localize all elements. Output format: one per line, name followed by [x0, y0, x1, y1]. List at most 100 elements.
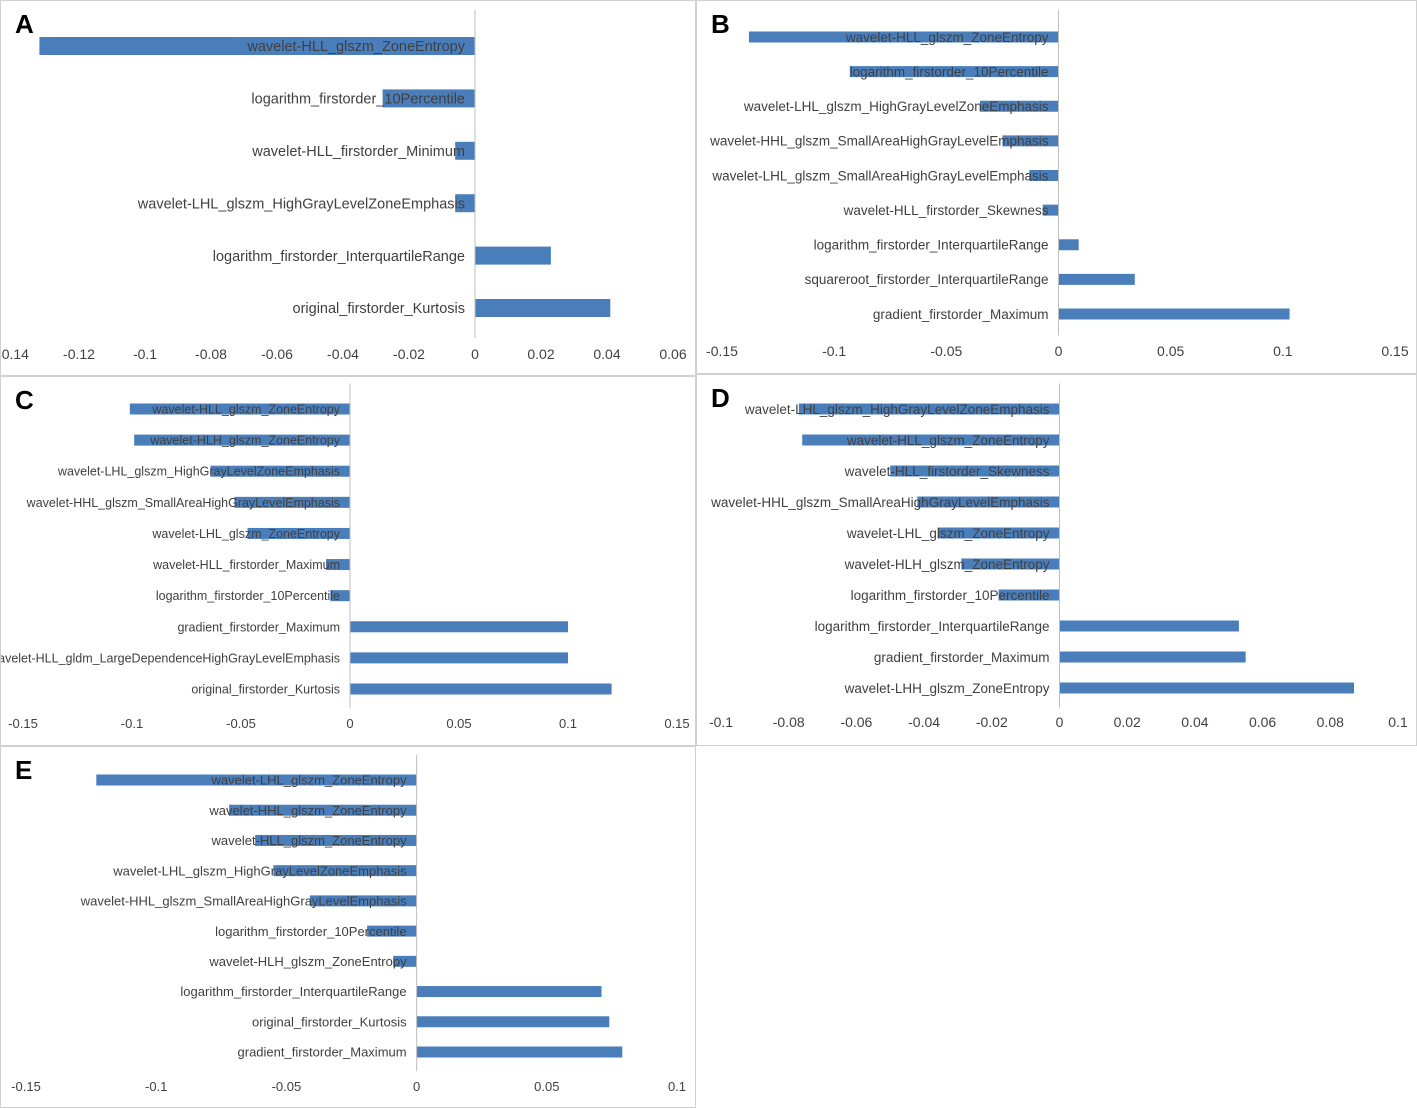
chart-b-bar-wavelet-lhl-glszm-smallareahighgraylevelemphasis	[1029, 170, 1059, 181]
chart-d-bar-wavelet-hhl-glszm-smallareahighgraylevelemphasis	[917, 496, 1060, 508]
chart-c-category-label: wavelet-HLL_gldm_LargeDependenceHighGray…	[1, 651, 340, 665]
chart-b-tick-label: 0.15	[1381, 343, 1408, 359]
chart-c-category-label: wavelet-HLL_glszm_ZoneEntropy	[151, 403, 340, 417]
chart-b-tick-label: -0.05	[930, 343, 962, 359]
chart-c-bar-wavelet-hhl-glszm-smallareahighgraylevelemphasis	[234, 496, 350, 508]
panel-letter-a: A	[15, 9, 34, 39]
chart-c-tick-label: 0.05	[446, 716, 471, 731]
chart-e-bar-logarithm-firstorder-interquartilerange	[416, 986, 602, 998]
chart-d-category-label: wavelet-HLL_firstorder_Skewness	[844, 464, 1050, 479]
chart-d-tick-label: 0.08	[1317, 714, 1344, 730]
chart-e-category-label: wavelet-LHL_glszm_HighGrayLevelZoneEmpha…	[112, 863, 407, 878]
chart-d-category-label: gradient_firstorder_Maximum	[874, 650, 1050, 665]
chart-b-category-label: wavelet-HLL_firstorder_Skewness	[843, 203, 1049, 218]
chart-c-tick-label: 0.15	[664, 716, 689, 731]
chart-b-tick-label: -0.1	[822, 343, 846, 359]
chart-e-category-label: logarithm_firstorder_10Percentile	[215, 924, 406, 939]
chart-b-category-label: wavelet-LHL_glszm_SmallAreaHighGrayLevel…	[711, 168, 1048, 183]
panel-letter-e: E	[15, 755, 33, 785]
chart-d-bar-wavelet-lhl-glszm-zoneentropy	[937, 527, 1060, 539]
chart-c-category-label: wavelet-HHL_glszm_SmallAreaHighGrayLevel…	[26, 496, 340, 510]
chart-e-tick-label: -0.15	[11, 1079, 41, 1094]
chart-c-tick-label: 0.1	[559, 716, 577, 731]
chart-panel-b: wavelet-HLL_glszm_ZoneEntropy logarithm_f…	[696, 0, 1417, 374]
chart-c-tick-label: -0.1	[121, 716, 143, 731]
chart-a-bar-logarithm-firstorder-interquartilerange	[475, 246, 551, 265]
chart-b-svg: wavelet-HLL_glszm_ZoneEntropy logarithm_f…	[706, 9, 1409, 359]
chart-a-category-label: wavelet-LHL_glszm_HighGrayLevelZoneEmpha…	[137, 196, 465, 212]
chart-d-category-label: wavelet-HLH_glszm_ZoneEntropy	[844, 557, 1050, 572]
chart-b-tick-label: -0.15	[706, 343, 738, 359]
chart-c-bar-original-firstorder-kurtosis	[350, 683, 612, 695]
chart-e-tick-label: 0	[413, 1079, 420, 1094]
chart-c-bar-wavelet-hll-firstorder-maximum	[326, 559, 350, 571]
chart-b-category-label: logarithm_firstorder_10Percentile	[850, 64, 1049, 79]
chart-b-category-label: wavelet-LHL_glszm_HighGrayLevelZoneEmpha…	[743, 99, 1049, 114]
chart-b-bar-gradient-firstorder-maximum	[1058, 308, 1290, 320]
chart-e-bar-logarithm-firstorder-10percentile	[367, 925, 417, 937]
chart-a-svg: wavelet-HLL_glszm_ZoneEntropy logarithm_f…	[1, 9, 687, 362]
chart-a-category-label: wavelet-HLL_firstorder_Minimum	[251, 144, 465, 160]
chart-a-tick-label: -0.08	[195, 346, 227, 362]
chart-d-category-label: wavelet-LHL_glszm_ZoneEntropy	[846, 526, 1050, 541]
chart-c-tick-label: -0.15	[8, 716, 38, 731]
chart-b-bar-wavelet-hll-firstorder-skewness	[1042, 204, 1059, 216]
chart-c-bar-wavelet-hll-gldm-largedependencehighgraylevelemphasis	[350, 652, 568, 664]
chart-d-bar-wavelet-lhl-glszm-highgraylevelzoneemphasis	[798, 403, 1060, 415]
chart-e-bar-wavelet-lhl-glszm-highgraylevelzoneemphasis	[273, 865, 417, 877]
chart-b-category-label: wavelet-HLL_glszm_ZoneEntropy	[845, 30, 1049, 45]
chart-d-tick-label: 0.1	[1388, 714, 1408, 730]
chart-panel-d: wavelet-LHL_glszm_HighGrayLevelZoneEmpha…	[696, 374, 1417, 746]
chart-b-bar-logarithm-firstorder-interquartilerange	[1058, 239, 1079, 251]
chart-c-bar-wavelet-hll-glszm-zoneentropy	[129, 403, 350, 415]
chart-d-bar-wavelet-hlh-glszm-zoneentropy	[961, 558, 1060, 570]
chart-e-category-label: gradient_firstorder_Maximum	[238, 1045, 407, 1060]
chart-c-tick-label: -0.05	[226, 716, 256, 731]
chart-e-category-label: logarithm_firstorder_InterquartileRange	[180, 984, 406, 999]
chart-a-tick-label: 0.02	[527, 346, 554, 362]
chart-a-tick-label: -0.02	[393, 346, 425, 362]
chart-e-tick-label: 0.1	[668, 1079, 686, 1094]
chart-e-tick-label: -0.1	[145, 1079, 167, 1094]
chart-e-category-label: original_firstorder_Kurtosis	[252, 1014, 407, 1029]
chart-a-tick-label: 0.04	[593, 346, 620, 362]
chart-a-bar-wavelet-lhl-glszm-highgraylevelzoneemphasis	[455, 194, 475, 213]
chart-c-bar-gradient-firstorder-maximum	[350, 621, 568, 633]
chart-e-category-label: wavelet-HHL_glszm_ZoneEntropy	[208, 803, 407, 818]
chart-e-category-label: wavelet-HLL_glszm_ZoneEntropy	[210, 833, 407, 848]
chart-c-bar-wavelet-lhl-glszm-zoneentropy	[247, 527, 350, 539]
chart-d-category-label: logarithm_firstorder_10Percentile	[851, 588, 1050, 603]
chart-b-bar-wavelet-hhl-glszm-smallareahighgraylevelemphasis	[1002, 135, 1059, 147]
chart-e-bar-gradient-firstorder-maximum	[416, 1046, 623, 1058]
chart-c-bar-wavelet-lhl-glszm-highgraylevelzoneemphasis	[210, 465, 350, 477]
chart-d-tick-label: 0.06	[1249, 714, 1276, 730]
chart-e-bar-wavelet-hhl-glszm-smallareahighgraylevelemphasis	[309, 895, 417, 907]
chart-d-tick-label: 0.02	[1114, 714, 1141, 730]
chart-e-bar-wavelet-hll-glszm-zoneentropy	[255, 834, 417, 846]
chart-e-svg: wavelet-LHL_glszm_ZoneEntropy wavelet-HHL…	[11, 754, 686, 1094]
chart-a-tick-label: -0.14	[1, 346, 29, 362]
panel-letter-b: B	[711, 9, 730, 39]
chart-b-category-label: wavelet-HHL_glszm_SmallAreaHighGrayLevel…	[709, 134, 1049, 149]
chart-a-category-label: logarithm_firstorder_10Percentile	[251, 92, 465, 108]
chart-b-tick-label: 0.1	[1273, 343, 1293, 359]
chart-a-category-label: original_firstorder_Kurtosis	[293, 301, 465, 317]
chart-c-category-label: original_firstorder_Kurtosis	[191, 683, 340, 697]
chart-e-bar-wavelet-lhl-glszm-zoneentropy	[96, 774, 417, 786]
chart-a-tick-label: -0.1	[133, 346, 157, 362]
chart-b-bar-wavelet-lhl-glszm-highgraylevelzoneemphasis	[979, 100, 1059, 112]
chart-panel-c: wavelet-HLL_glszm_ZoneEntropy wavelet-HLH…	[0, 376, 696, 746]
chart-d-tick-label: 0.04	[1181, 714, 1208, 730]
chart-c-tick-label: 0	[346, 716, 353, 731]
chart-d-category-label: wavelet-LHL_glszm_HighGrayLevelZoneEmpha…	[744, 402, 1050, 417]
chart-d-category-label: wavelet-HLL_glszm_ZoneEntropy	[846, 433, 1050, 448]
chart-b-tick-label: 0.05	[1157, 343, 1184, 359]
chart-d-bar-wavelet-hll-firstorder-skewness	[890, 465, 1060, 477]
chart-d-category-label: logarithm_firstorder_InterquartileRange	[815, 619, 1050, 634]
chart-a-bar-original-firstorder-kurtosis	[475, 299, 611, 317]
chart-b-bar-logarithm-firstorder-10percentile	[849, 66, 1059, 78]
chart-d-bar-logarithm-firstorder-interquartilerange	[1059, 620, 1239, 632]
chart-e-bar-original-firstorder-kurtosis	[416, 1016, 610, 1028]
chart-d-bar-logarithm-firstorder-10percentile	[998, 589, 1060, 601]
chart-panel-a: wavelet-HLL_glszm_ZoneEntropy logarithm_f…	[0, 0, 696, 376]
